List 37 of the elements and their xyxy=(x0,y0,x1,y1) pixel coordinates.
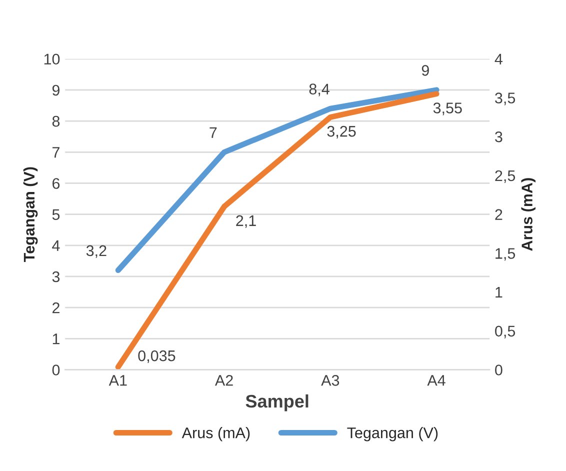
legend-label: Tegangan (V) xyxy=(347,427,438,442)
x-tick-label: A2 xyxy=(214,375,233,386)
y2-tick-label: 0,5 xyxy=(495,326,516,338)
data-label: 8,4 xyxy=(309,84,330,96)
y-tick-label: 1 xyxy=(52,334,60,344)
y-tick-label: 5 xyxy=(52,209,60,220)
data-label: 3,25 xyxy=(327,126,356,139)
x-tick-label: A1 xyxy=(108,375,127,386)
y-tick-label: 0 xyxy=(52,364,60,376)
y2-axis-title: Arus (mA) xyxy=(521,178,536,251)
y-tick-label: 4 xyxy=(52,240,60,251)
y-tick-label: 7 xyxy=(52,147,60,158)
y2-tick-label: 4 xyxy=(494,54,502,64)
data-label: 3,55 xyxy=(433,102,462,116)
y-tick-label: 10 xyxy=(44,54,60,65)
data-label: 3,2 xyxy=(86,245,106,258)
data-label: 9 xyxy=(422,65,429,76)
y2-tick-label: 1,5 xyxy=(496,248,516,261)
y2-tick-label: 1 xyxy=(496,287,502,298)
y-tick-label: 3 xyxy=(52,271,60,282)
y2-tick-label: 0 xyxy=(495,364,502,376)
x-axis-title: Sampel xyxy=(246,394,308,412)
legend-label: Arus (mA) xyxy=(182,427,250,442)
y-tick-label: 8 xyxy=(52,116,60,127)
y-tick-label: 6 xyxy=(52,178,60,189)
y2-tick-label: 2,5 xyxy=(495,170,516,183)
data-label: 7 xyxy=(210,127,217,138)
y-tick-label: 2 xyxy=(52,302,60,314)
data-label: 2,1 xyxy=(236,215,256,228)
y2-tick-label: 3,5 xyxy=(495,92,516,106)
y-tick-label: 9 xyxy=(52,84,60,96)
y-axis-title: Tegangan (V) xyxy=(23,167,38,262)
y2-tick-label: 2 xyxy=(495,209,502,220)
x-tick-label: A3 xyxy=(321,375,340,386)
x-tick-label: A4 xyxy=(427,375,446,386)
y2-tick-label: 3 xyxy=(495,131,502,142)
data-label: 0,035 xyxy=(138,350,176,364)
